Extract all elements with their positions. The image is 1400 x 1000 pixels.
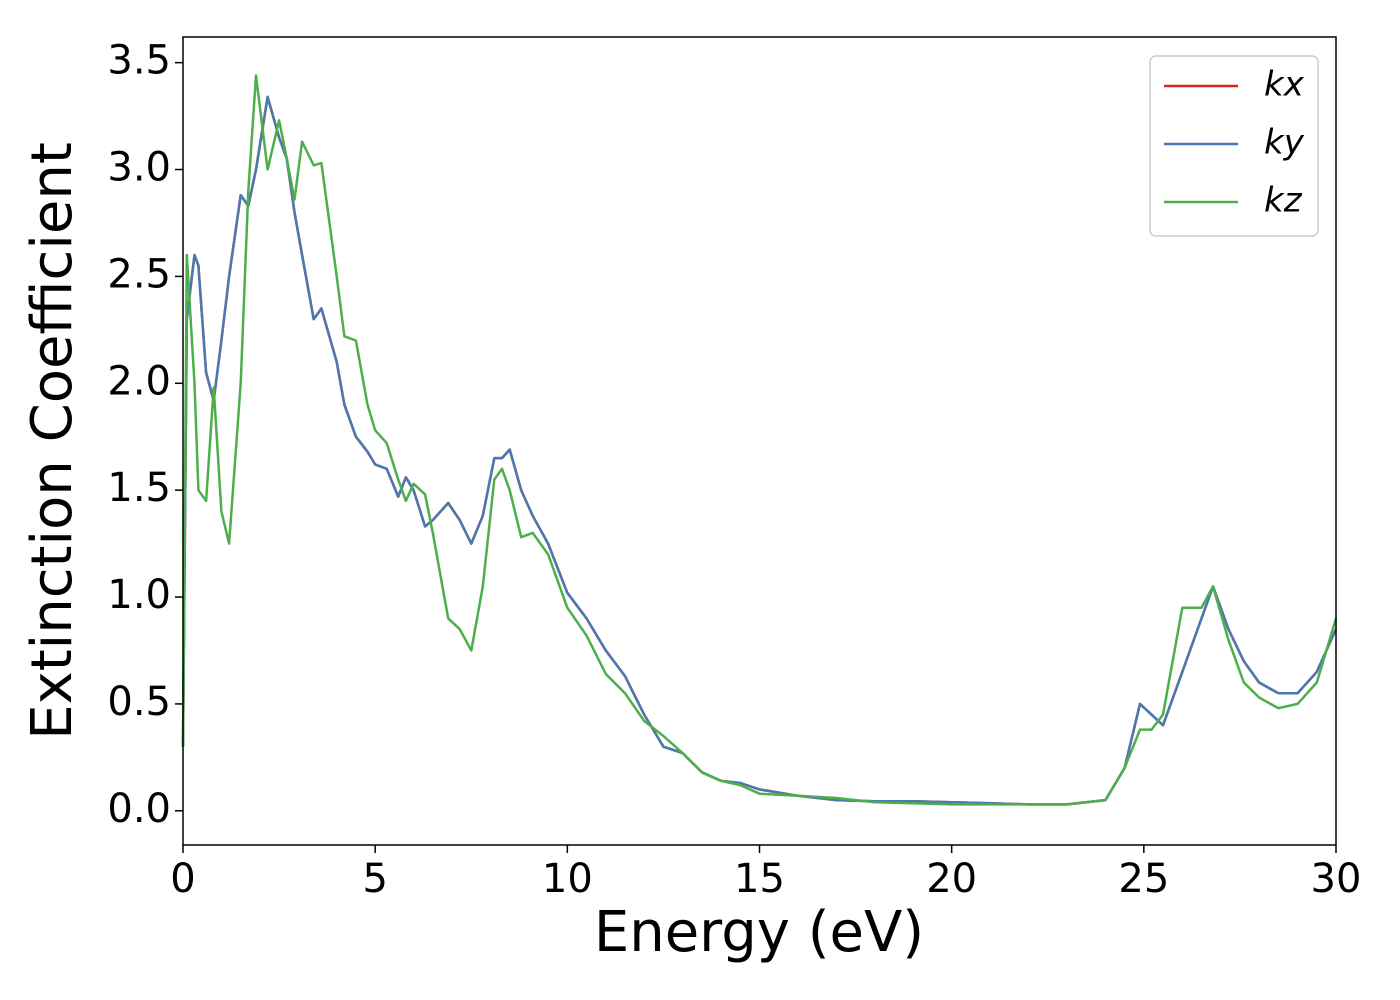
y-tick-label: 0.5 [107,679,171,725]
series-line [181,95,1338,806]
plot-frame [182,36,1337,846]
legend-label: ky [1264,123,1305,163]
y-tick-label: 1.0 [107,572,171,618]
y-tick-label: 3.5 [107,38,171,84]
x-tick-label: 30 [1311,856,1362,902]
x-axis-label: Energy (eV) [594,900,924,965]
legend-label: kz [1264,181,1303,221]
series-line [181,74,1338,806]
y-tick-label: 2.5 [107,251,171,297]
x-tick-label: 15 [734,856,785,902]
legend-box [1149,55,1319,237]
y-tick-label: 2.0 [107,358,171,404]
x-tick-label: 20 [926,856,977,902]
y-tick-label: 0.0 [107,786,171,832]
y-tick-label: 1.5 [107,465,171,511]
x-tick-label: 25 [1118,856,1169,902]
x-tick-label: 10 [542,856,593,902]
x-tick-label: 5 [362,856,387,902]
y-axis-label: Extinction Coefficient [20,142,85,740]
x-tick-label: 0 [170,856,195,902]
y-tick-label: 3.0 [107,145,171,191]
legend-label: kx [1264,65,1305,105]
